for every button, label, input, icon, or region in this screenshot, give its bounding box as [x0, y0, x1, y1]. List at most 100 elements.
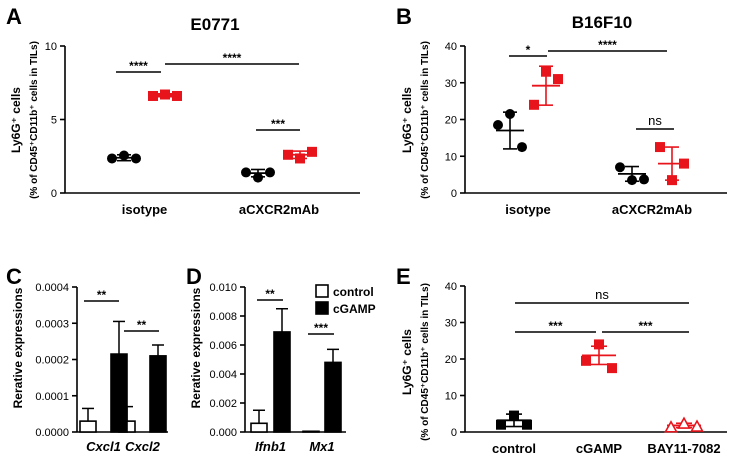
x-category-label: isotype [505, 202, 551, 217]
control-isotype-point [517, 142, 527, 153]
y-tick-label: 0.006 [209, 340, 237, 352]
x-category-label: Ifnb1 [255, 439, 286, 454]
control-isotype-point [505, 108, 515, 119]
y-axis-label: Rerative expressions [11, 287, 25, 408]
control-aCXCR2mAb-point [627, 175, 637, 186]
control-Cxcl1-bar [79, 420, 97, 433]
y-tick-label: 0.0003 [35, 318, 69, 330]
y-tick-label: 30 [445, 318, 457, 330]
cGAMP-point [594, 339, 604, 350]
control-aCXCR2mAb-point [639, 174, 649, 185]
cGAMP-point [581, 355, 591, 366]
cGAMP-isotype-point [172, 90, 182, 101]
y-tick-label: 0 [51, 188, 57, 200]
y-axis-label: Ly6G⁺ cells [400, 87, 414, 153]
x-category-label: Cxcl2 [125, 439, 160, 454]
significance-bracket-label: ns [595, 287, 609, 302]
y-tick-label: 0 [451, 427, 457, 439]
y-tick-label: 0.000 [209, 427, 237, 439]
cGAMP-Mx1-bar [324, 361, 342, 433]
y-tick-label: 0.004 [209, 369, 237, 381]
y-tick-label: 0.008 [209, 311, 237, 323]
panel-title: B16F10 [572, 13, 632, 32]
y-tick-label: 20 [445, 115, 457, 127]
control-aCXCR2mAb-point [241, 167, 251, 178]
y-axis-label: Ly6G⁺ cells [9, 87, 23, 153]
x-category-label: Mx1 [309, 439, 334, 454]
x-category-label: isotype [122, 202, 168, 217]
panel-letter: C [6, 264, 22, 289]
control-isotype-point [131, 153, 141, 164]
cGAMP-Cxcl1-bar [110, 353, 128, 433]
cGAMP-aCXCR2mAb-point [283, 149, 293, 160]
legend-cgamp-swatch [315, 301, 329, 315]
significance-bracket-label: *** [314, 321, 328, 335]
y-tick-label: 0.0000 [35, 427, 69, 439]
significance-bracket-label: * [526, 43, 531, 57]
y-tick-label: 40 [445, 281, 457, 293]
y-tick-label: 0.0002 [35, 355, 69, 367]
control-Mx1-bar [302, 430, 320, 433]
cGAMP-aCXCR2mAb-point [295, 153, 305, 164]
panel-letter: B [396, 4, 412, 29]
significance-bracket-label: **** [129, 59, 148, 73]
legend-control-label: control [333, 285, 374, 299]
significance-bracket-label: *** [271, 117, 285, 131]
significance-bracket-label: ns [648, 113, 662, 128]
x-category-label: cGAMP [576, 441, 623, 456]
significance-bracket-label: ** [97, 288, 107, 302]
y-tick-label: 0.002 [209, 398, 237, 410]
cGAMP-Cxcl2-bar [149, 355, 167, 433]
cGAMP-isotype-point [529, 99, 539, 110]
x-category-label: aCXCR2mAb [612, 202, 692, 217]
y-tick-label: 0.0004 [35, 282, 69, 294]
control-isotype-point [107, 153, 117, 164]
panel-letter: A [6, 4, 22, 29]
x-category-label: control [492, 441, 536, 456]
y-tick-label: 30 [445, 78, 457, 90]
control-Ifnb1-bar [250, 422, 268, 433]
panel-letter: E [396, 264, 411, 289]
panel-title: E0771 [190, 15, 239, 34]
y-tick-label: 40 [445, 41, 457, 53]
legend-control-swatch [315, 284, 329, 298]
significance-bracket-label: ** [265, 287, 275, 301]
control-point [522, 419, 532, 430]
significance-bracket-label: **** [223, 51, 242, 65]
y-tick-label: 5 [51, 115, 57, 127]
BAY11-7082-point [690, 419, 704, 432]
significance-bracket-label: *** [548, 319, 562, 333]
y-axis-label: Rerative expressions [189, 287, 203, 408]
control-aCXCR2mAb-point [265, 167, 275, 178]
cGAMP-point [607, 363, 617, 374]
control-isotype-point [119, 150, 129, 161]
significance-bracket-label: ** [137, 318, 147, 332]
y-axis-label-sub: (% of CD45⁺CD11b⁺ cells in TILs) [420, 283, 431, 441]
y-tick-label: 0 [451, 188, 457, 200]
BAY11-7082-point [677, 416, 691, 429]
y-tick-label: 10 [45, 41, 57, 53]
cGAMP-aCXCR2mAb-point [307, 146, 317, 157]
y-tick-label: 10 [445, 391, 457, 403]
y-axis-label: Ly6G⁺ cells [400, 329, 414, 395]
cGAMP-aCXCR2mAb-point [679, 158, 689, 169]
y-tick-label: 0.010 [209, 282, 237, 294]
y-tick-label: 0.0001 [35, 391, 69, 403]
control-point [509, 410, 519, 421]
cGAMP-aCXCR2mAb-point [655, 142, 665, 153]
x-category-label: aCXCR2mAb [239, 202, 319, 217]
x-category-label: BAY11-7082 [647, 441, 720, 456]
cGAMP-isotype-point [160, 89, 170, 100]
control-point [496, 419, 506, 430]
cGAMP-isotype-point [541, 66, 551, 77]
y-axis-label-sub: (% of CD45⁺CD11b⁺ cells in TILs) [29, 41, 40, 199]
significance-bracket-label: **** [598, 38, 617, 52]
legend-cgamp-label: cGAMP [333, 302, 376, 316]
cGAMP-isotype-point [553, 74, 563, 85]
control-isotype-point [493, 120, 503, 131]
panel-letter: D [186, 264, 202, 289]
cGAMP-aCXCR2mAb-point [667, 175, 677, 186]
y-tick-label: 10 [445, 151, 457, 163]
BAY11-7082-point [664, 420, 678, 433]
y-axis-label-sub: (% of CD45⁺CD11b⁺ cells in TILs) [420, 41, 431, 199]
